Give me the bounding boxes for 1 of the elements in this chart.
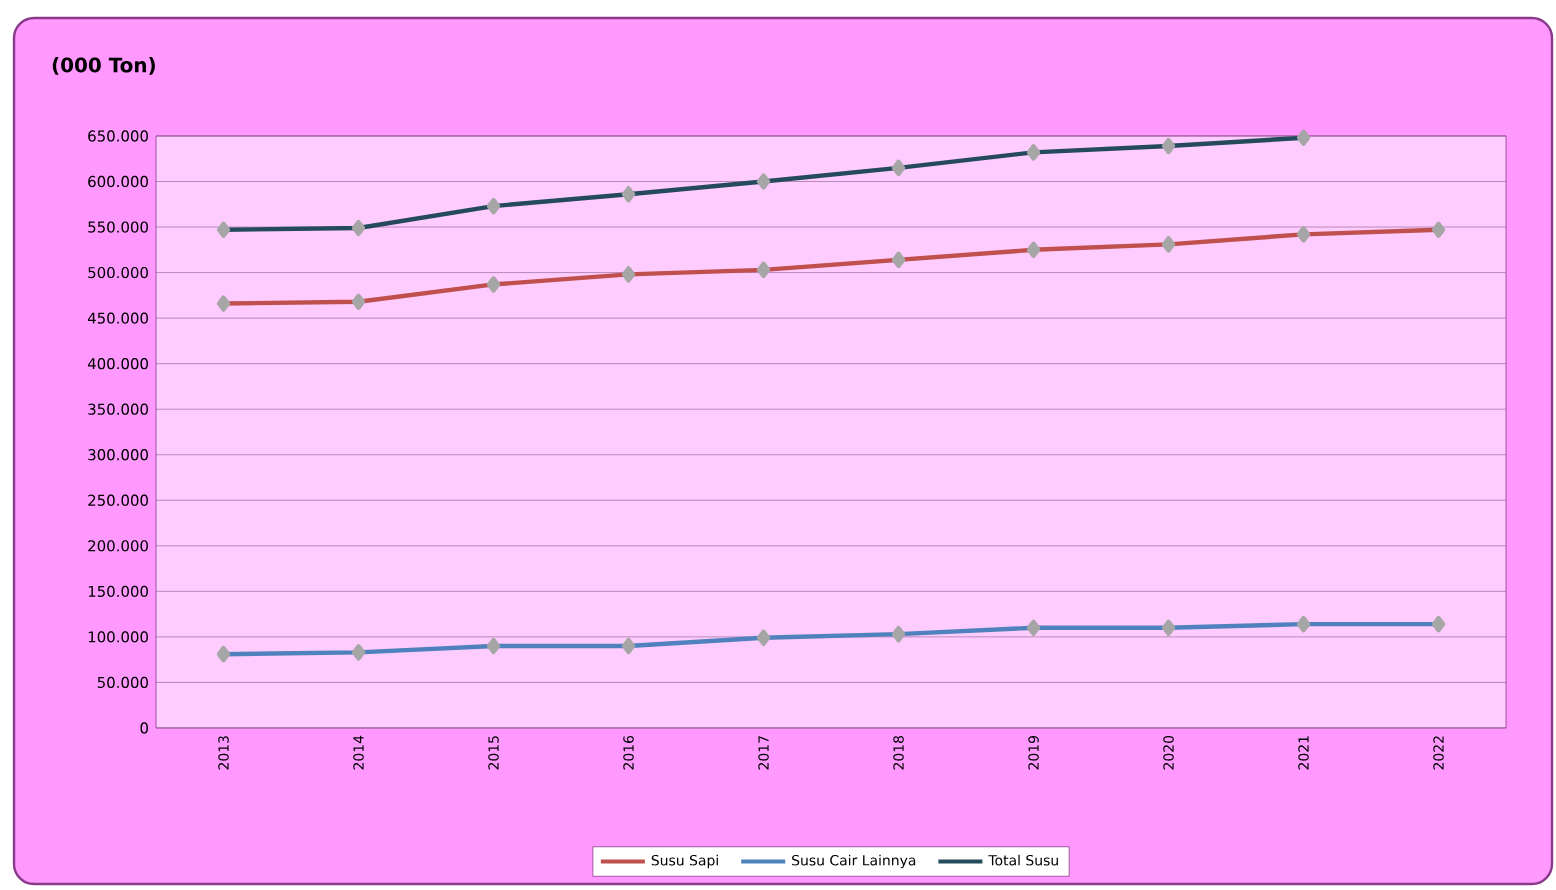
chart-title: (000 Ton) (52, 57, 155, 75)
